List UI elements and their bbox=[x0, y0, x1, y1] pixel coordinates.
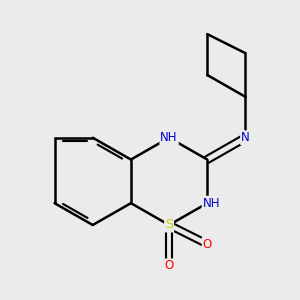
Text: N: N bbox=[241, 131, 250, 144]
Text: O: O bbox=[164, 260, 174, 272]
Text: O: O bbox=[202, 238, 212, 250]
Text: S: S bbox=[165, 218, 173, 232]
Text: NH: NH bbox=[202, 197, 220, 210]
Text: NH: NH bbox=[160, 131, 178, 144]
